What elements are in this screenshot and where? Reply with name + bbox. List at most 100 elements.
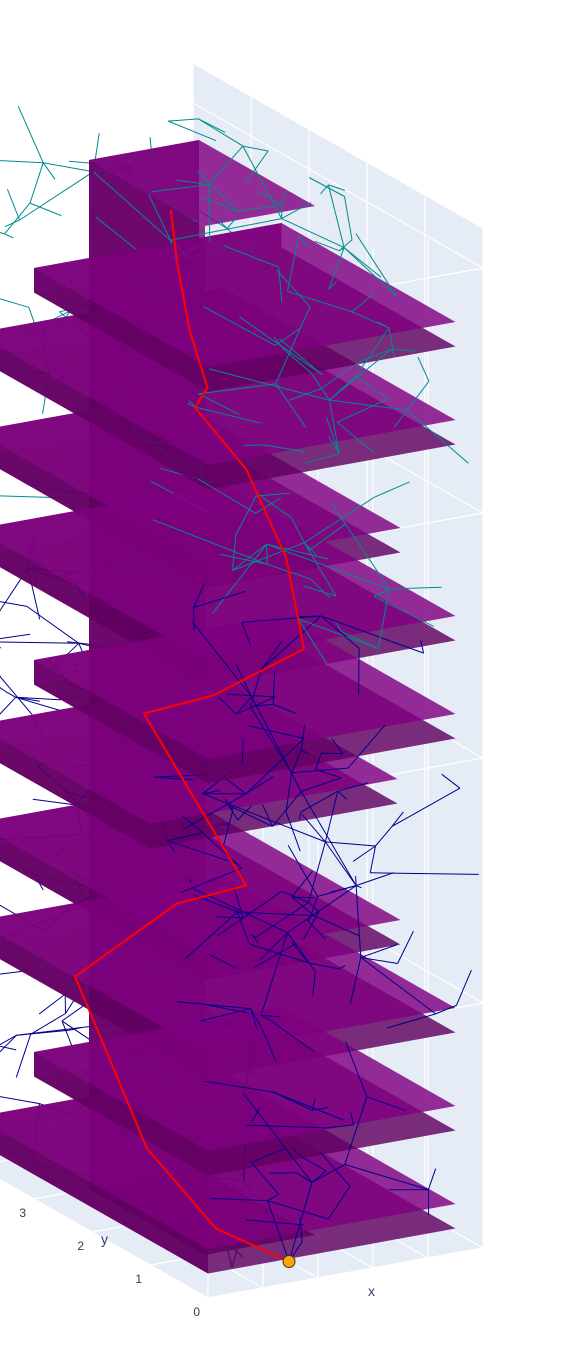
tree-lower-edge [319,1151,351,1187]
tree-upper-edge [298,236,309,247]
tree-lower-edge [301,814,326,843]
tree-lower-edge [344,1096,368,1165]
tree-upper-edge [328,280,338,290]
tree-upper-edge [232,543,267,571]
tree-lower-edge [360,957,436,1015]
tree-upper-edge [17,105,44,163]
tree-lower-edge [272,1091,345,1121]
tree-lower-edge [191,621,252,698]
tree-upper-edge [266,543,329,560]
tree-lower-edge [252,944,309,964]
tree-lower-edge [211,1197,268,1202]
tree-upper-edge [257,191,283,206]
tree-lower-edge [267,1200,329,1220]
tree-lower-edge [184,911,238,960]
tree-upper-edge [308,177,345,197]
tree-upper-edge [255,497,282,514]
tree-lower-edge [349,1052,368,1097]
tree-lower-edge [202,793,326,843]
tree-lower-edge [251,1107,261,1122]
tree-lower-edge [292,1148,303,1158]
obstacle-slab-face [0,484,456,661]
tree-upper-edge [328,436,340,454]
tree-upper-edge [406,380,430,411]
tree-lower-edge [221,823,229,825]
y-tick-label: 3 [19,1206,26,1220]
tree-lower-edge [260,1014,271,1021]
tree-upper-edge [208,368,330,401]
tree-lower-edge [0,1034,17,1046]
tree-lower-edge [308,962,340,970]
tree-lower-edge [251,1162,279,1195]
tree-lower-edge [355,885,362,889]
tree-lower-edge [26,605,80,644]
tree-upper-edge [417,356,430,382]
tree-lower-edge [0,567,29,612]
tree-lower-edge [15,696,60,701]
tree-lower-edge [300,791,357,886]
tree-lower-edge [250,1008,263,1028]
tree-lower-edge [0,601,27,607]
solution-path [73,209,306,1263]
tree-lower-edge [291,896,315,916]
tree-lower-edge [241,615,322,623]
tree-lower-edge [324,791,339,843]
tree-lower-edge [0,675,2,678]
tree-lower-edge [327,1185,351,1220]
tree-lower-edge [337,782,369,792]
tree-lower-edge [241,738,244,764]
tree-upper-edge [0,232,5,235]
tree-upper-edge [336,421,375,454]
tree-lower-edge [298,615,322,618]
start-marker [282,1255,296,1268]
tree-lower-edge [427,1168,437,1190]
tree-lower-edge [224,798,234,811]
gridline-z-side [192,102,484,269]
tree-upper-edge [235,495,257,536]
tree-lower-edge [215,916,244,919]
tree-lower-edge [193,590,246,608]
tree-upper-edge [290,517,305,543]
tree-lower-edge [369,845,376,873]
tree-lower-edge [260,615,322,670]
tree-upper-edge [376,321,390,329]
tree-lower-edge [291,870,313,898]
tree-lower-edge [320,615,424,654]
tree-lower-edge [249,669,262,707]
tree-upper-edge [255,492,291,497]
tree-upper-edge [297,618,328,665]
tree-lower-edge [176,1001,251,1010]
tree-upper-edge [344,196,353,240]
tree-upper-edge [330,502,367,555]
tree-upper-edge [196,406,261,424]
tree-upper-edge [303,585,337,597]
tree-upper-edge [201,196,238,212]
tree-lower-edge [285,811,301,852]
tree-upper-edge [19,171,94,221]
tree-lower-edge [315,769,342,779]
tree-upper-edge [95,216,142,254]
tree-lower-edge [245,1219,304,1226]
tree-lower-edge [350,1112,354,1126]
tree-lower-edge [338,965,346,970]
tree-upper-edge [275,327,301,385]
tree-upper-edge [304,496,375,544]
tree-lower-edge [313,915,360,937]
tree-lower-edge [0,1045,17,1051]
tree-lower-edge [0,687,6,692]
tree-lower-edge [312,971,316,996]
tree-upper-edge [176,179,209,186]
tree-lower-edge [441,773,461,789]
tree-upper-edge [4,202,31,235]
tree-lower-edge [246,1124,327,1129]
tree-upper-edge [359,348,392,362]
tree-upper-edge [373,595,435,627]
tree-lower-edge [15,1034,32,1078]
tree-upper-edge [328,247,345,290]
tree-lower-edge [269,1172,297,1174]
tree-lower-edge [267,1200,290,1262]
tree-upper-edge [329,400,340,454]
tree-lower-edge [287,844,319,897]
